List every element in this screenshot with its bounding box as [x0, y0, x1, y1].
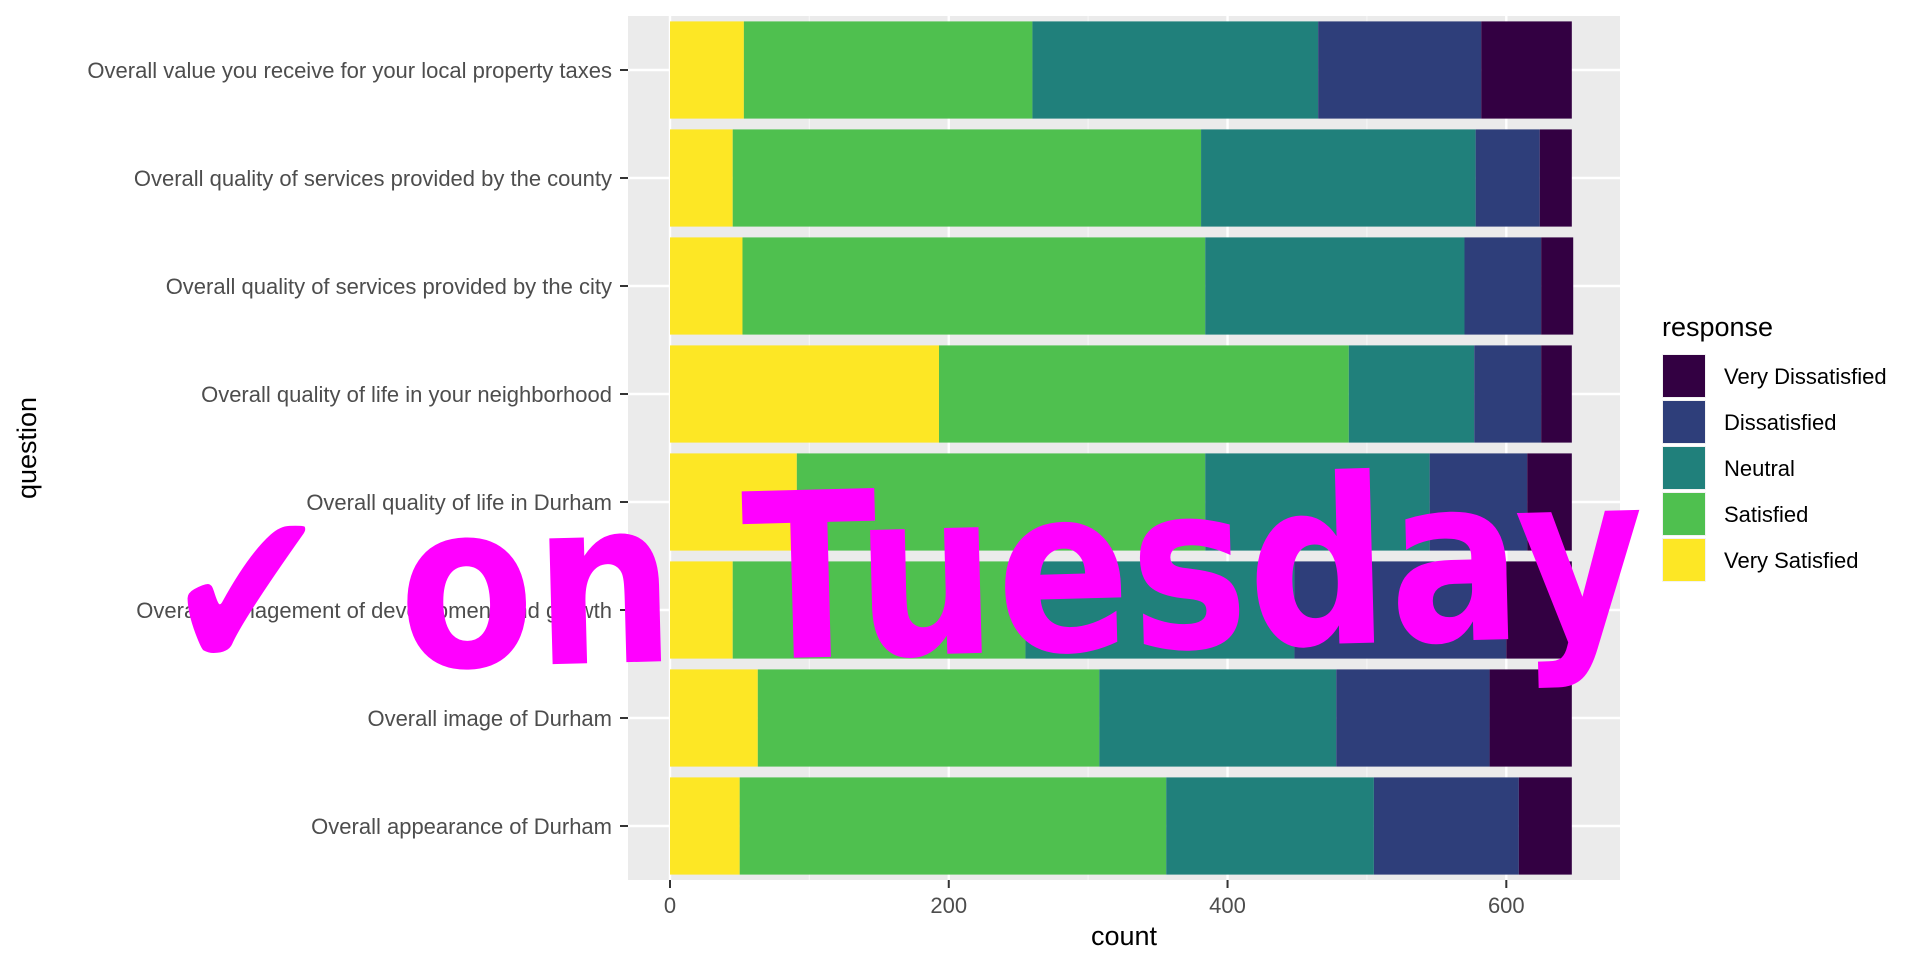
legend-label: Satisfied [1724, 502, 1808, 527]
bar-neutral [1032, 21, 1319, 119]
y-axis-title: question [12, 397, 42, 499]
y-tick-label: Overall quality of services provided by … [166, 274, 612, 299]
bar-dissatisfied [1373, 777, 1519, 875]
x-tick-label: 0 [664, 893, 676, 918]
bar-satisfied [732, 129, 1202, 227]
bar-very-dissatisfied [1527, 453, 1572, 551]
bar-very-satisfied [670, 129, 733, 227]
bar-very-dissatisfied [1489, 669, 1572, 767]
legend-label: Very Dissatisfied [1724, 364, 1887, 389]
y-tick-label: Overall quality of life in your neighbor… [201, 382, 612, 407]
bar-neutral [1201, 129, 1476, 227]
bar-satisfied [732, 561, 1026, 659]
legend: response Very Dissatisfied Dissatisfied Ne… [1662, 312, 1887, 582]
bars [670, 21, 1574, 875]
bar-very-dissatisfied [1481, 21, 1572, 119]
bar-very-satisfied [670, 777, 740, 875]
x-tick-label: 200 [930, 893, 967, 918]
bar-neutral [1348, 345, 1475, 443]
bar-very-dissatisfied [1506, 561, 1572, 659]
handwritten-overlay-text: ✔ on Tuesday [161, 424, 1647, 730]
bar-dissatisfied [1318, 21, 1482, 119]
bar-very-dissatisfied [1518, 777, 1572, 875]
bar-very-dissatisfied [1541, 345, 1572, 443]
y-tick-label: Overall management of development and gr… [136, 598, 612, 623]
bar-satisfied [742, 237, 1206, 335]
x-tick-label: 600 [1488, 893, 1525, 918]
bar-dissatisfied [1429, 453, 1528, 551]
bar-neutral [1025, 561, 1295, 659]
bar-very-satisfied [670, 669, 758, 767]
x-tick-label: 400 [1209, 893, 1246, 918]
y-tick-label: Overall image of Durham [367, 706, 612, 731]
bar-neutral [1205, 453, 1430, 551]
bar-dissatisfied [1294, 561, 1507, 659]
legend-key-swatch [1663, 401, 1705, 443]
x-axis-title: count [1091, 921, 1158, 951]
legend-key-swatch [1663, 493, 1705, 535]
y-tick-label: Overall appearance of Durham [311, 814, 612, 839]
bar-very-satisfied [670, 345, 940, 443]
bar-neutral [1166, 777, 1374, 875]
y-tick-label: Overall quality of services provided by … [134, 166, 612, 191]
bar-neutral [1205, 237, 1465, 335]
legend-key-swatch [1663, 447, 1705, 489]
bar-satisfied [939, 345, 1349, 443]
y-tick-label: Overall quality of life in Durham [306, 490, 612, 515]
legend-title: response [1662, 312, 1773, 342]
legend-label: Dissatisfied [1724, 410, 1836, 435]
y-axis: Overall value you receive for your local… [87, 58, 628, 839]
bar-very-satisfied [670, 561, 733, 659]
bar-neutral [1099, 669, 1337, 767]
bar-satisfied [757, 669, 1100, 767]
legend-key-swatch [1663, 355, 1705, 397]
bar-satisfied [796, 453, 1206, 551]
legend-label: Neutral [1724, 456, 1795, 481]
bar-very-satisfied [670, 21, 744, 119]
bar-dissatisfied [1475, 129, 1540, 227]
x-axis: 0 200 400 600 [664, 880, 1525, 918]
legend-label: Very Satisfied [1724, 548, 1859, 573]
bar-dissatisfied [1464, 237, 1542, 335]
bar-very-satisfied [670, 453, 797, 551]
y-tick-label: Overall value you receive for your local… [87, 58, 612, 83]
bar-satisfied [743, 21, 1033, 119]
bar-very-satisfied [670, 237, 743, 335]
legend-key-swatch [1663, 539, 1705, 581]
bar-satisfied [739, 777, 1167, 875]
bar-very-dissatisfied [1541, 237, 1574, 335]
bar-very-dissatisfied [1539, 129, 1572, 227]
bar-dissatisfied [1336, 669, 1490, 767]
bar-dissatisfied [1474, 345, 1542, 443]
